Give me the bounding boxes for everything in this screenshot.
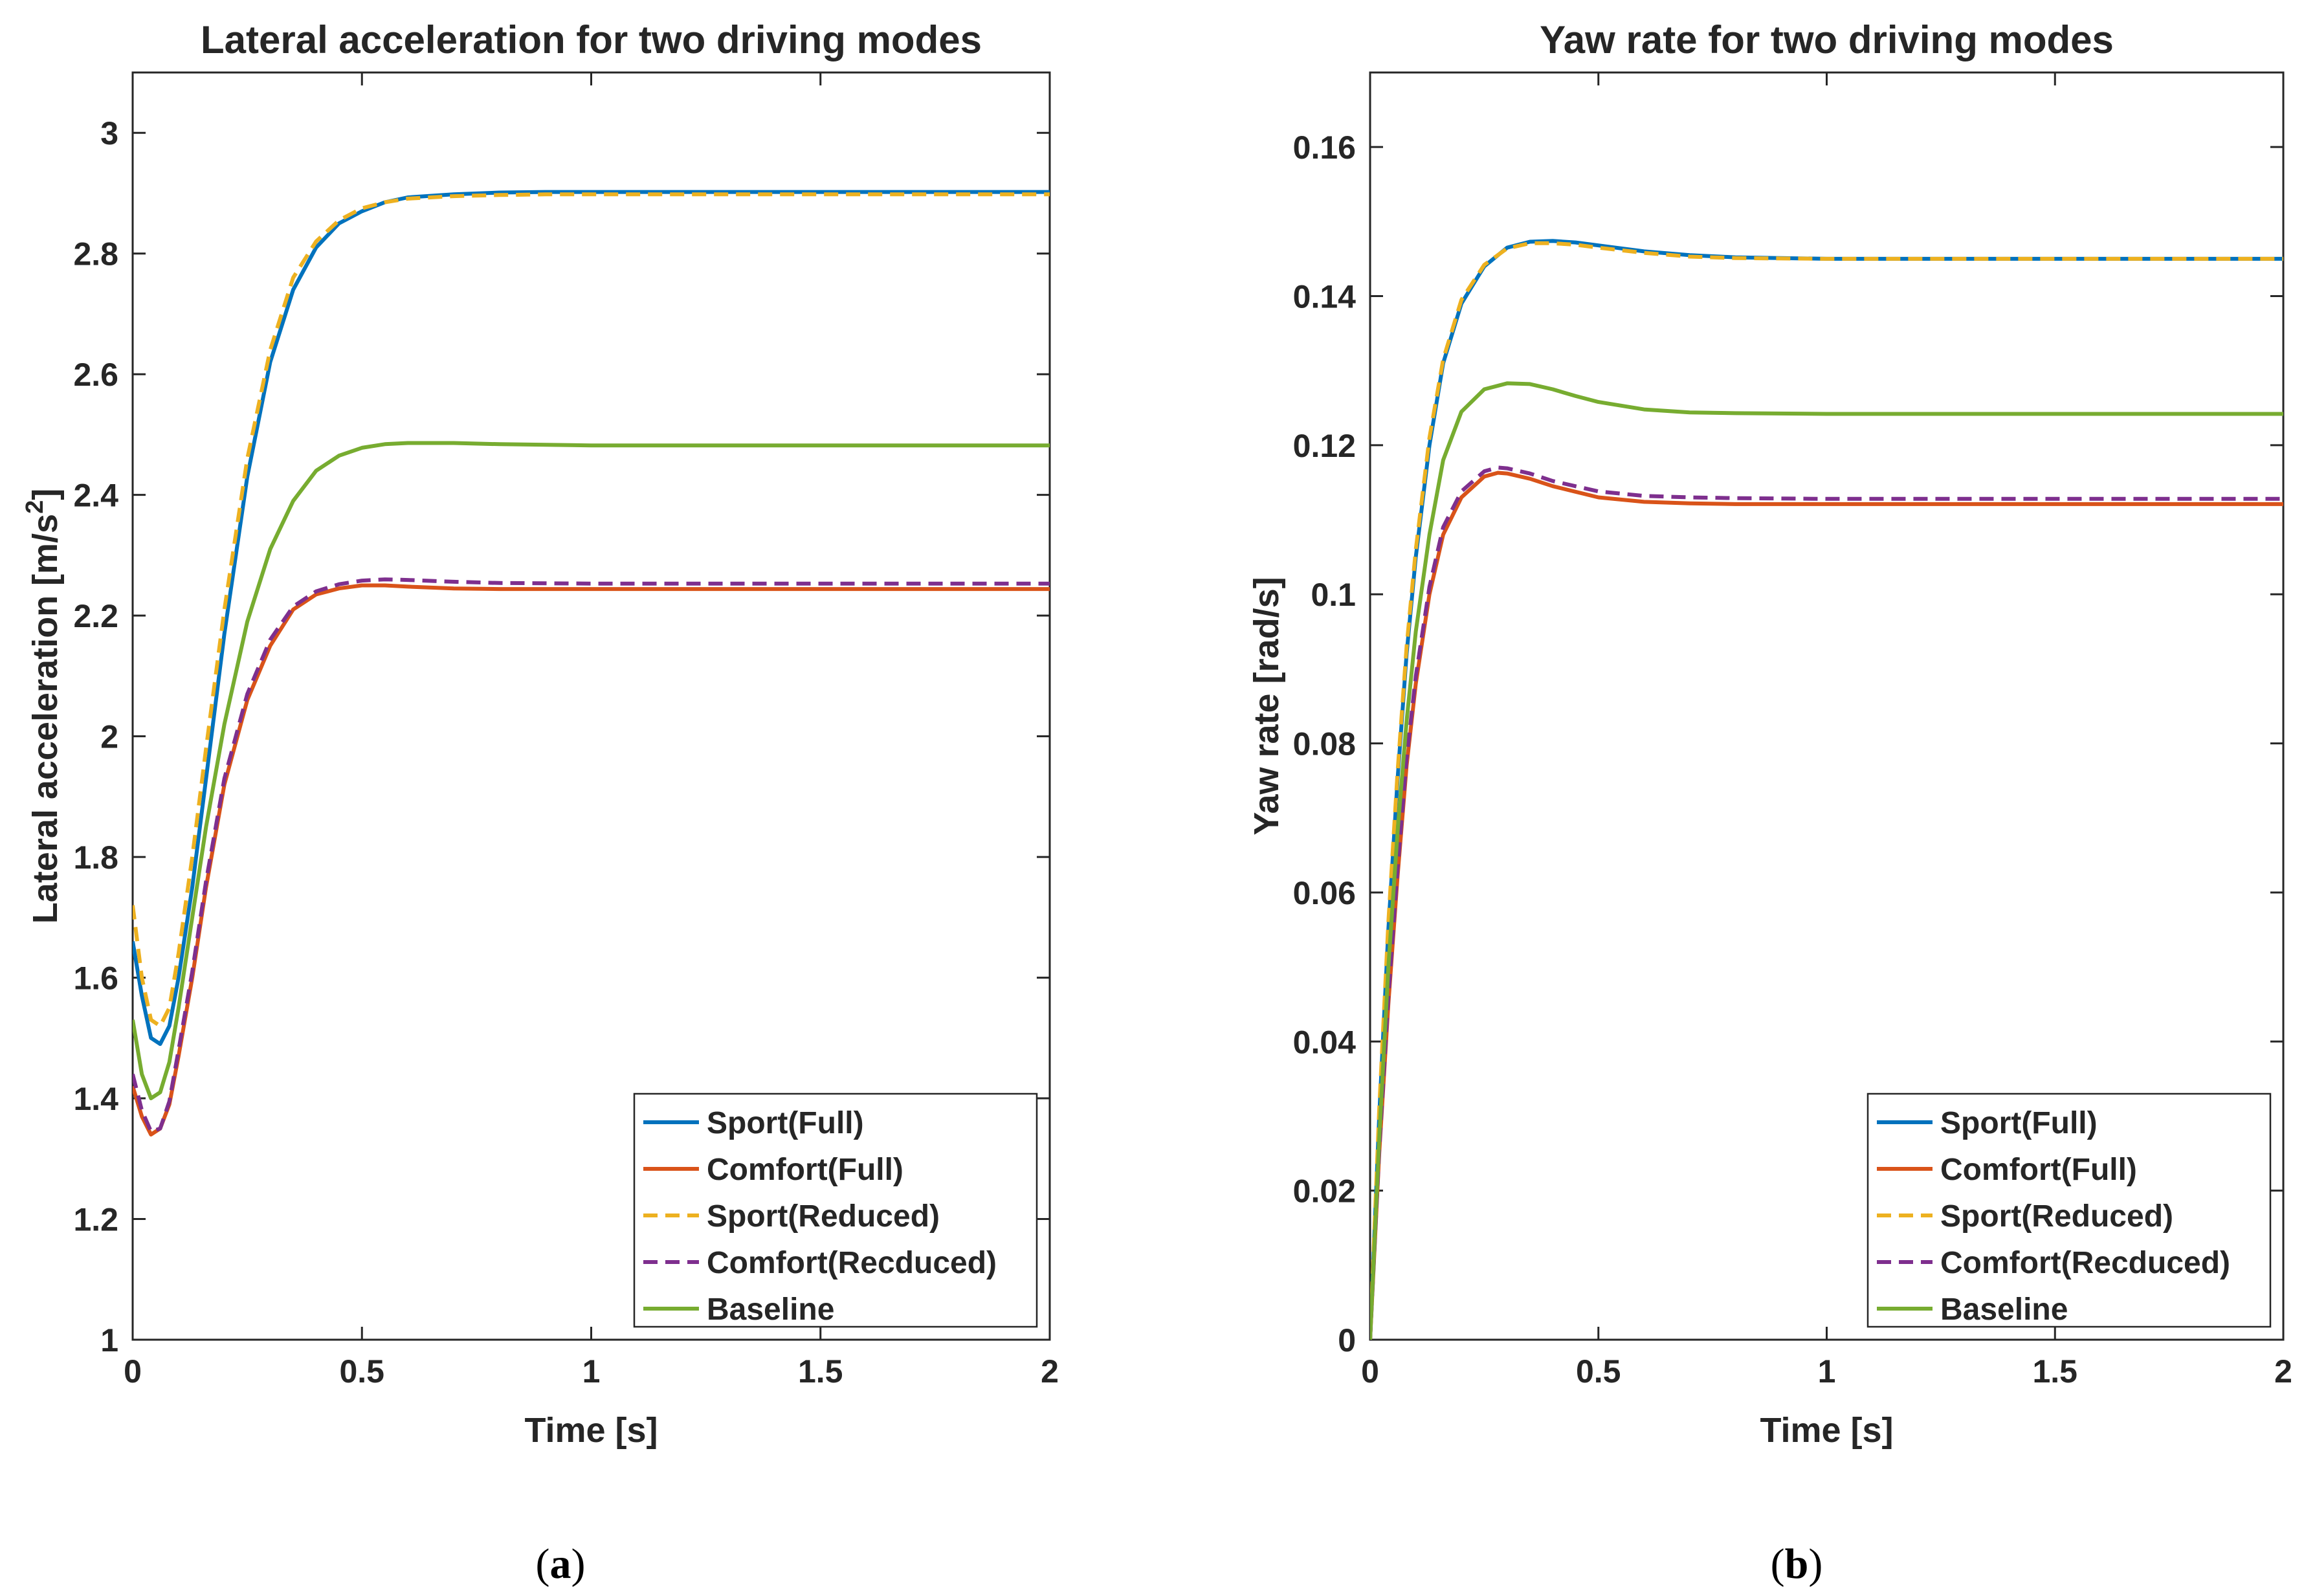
figure-caption: (a) — [536, 1540, 586, 1588]
chart-title: Lateral acceleration for two driving mod… — [201, 18, 982, 61]
chart-lateral-acceleration: 0 0.5 1 1.5 2 1 1.2 1.4 1.6 1.8 2 2.2 2.4 2.6 2.8 3 Late… — [21, 18, 1059, 1588]
y-tick-label: 0.16 — [1293, 129, 1356, 166]
legend-label: Sport(Full) — [707, 1106, 864, 1140]
y-tick-label: 0.14 — [1293, 279, 1357, 315]
y-tick-label: 0.06 — [1293, 875, 1356, 911]
y-tick-label: 0.02 — [1293, 1173, 1356, 1210]
legend-label: Comfort(Recduced) — [707, 1246, 997, 1280]
y-tick-label: 2 — [100, 719, 118, 755]
caption-close: ) — [1808, 1540, 1822, 1588]
y-axis-label-superscript: 2 — [21, 500, 49, 514]
y-axis-label-main: Lateral acceleration [m/s — [26, 514, 65, 924]
x-tick-label: 0 — [124, 1353, 142, 1390]
y-tick-label: 0.12 — [1293, 428, 1356, 464]
series-line-comfort-recduced — [1370, 465, 2283, 1340]
y-tick-label: 1.4 — [73, 1081, 118, 1117]
y-tick-label: 2.8 — [73, 236, 118, 272]
series-line-sport-reduced — [133, 192, 1050, 1028]
y-tick-label: 3 — [100, 115, 118, 151]
chart-title: Yaw rate for two driving modes — [1540, 18, 2114, 61]
series-line-baseline — [133, 441, 1050, 1100]
y-axis-label-end: ] — [26, 489, 65, 500]
y-tick-label: 1.8 — [73, 839, 118, 876]
caption-letter: a — [550, 1540, 571, 1588]
legend-label: Sport(Reduced) — [1940, 1199, 2173, 1234]
y-tick-label: 1.6 — [73, 960, 118, 997]
legend: Sport(Full) Comfort(Full) Sport(Reduced) Co… — [633, 1092, 1038, 1328]
x-tick-label: 1.5 — [798, 1353, 843, 1390]
legend-label: Sport(Reduced) — [707, 1199, 940, 1234]
x-tick-label: 2 — [1041, 1353, 1059, 1390]
x-axis-label: Time [s] — [524, 1411, 658, 1450]
legend-label: Sport(Full) — [1940, 1106, 2098, 1140]
legend-label: Comfort(Full) — [1940, 1153, 2137, 1187]
x-tick-label: 2 — [2274, 1353, 2292, 1390]
legend-label: Baseline — [707, 1292, 834, 1327]
y-tick-label: 1.2 — [73, 1202, 118, 1238]
legend-label: Comfort(Recduced) — [1940, 1246, 2230, 1280]
x-tick-label: 1.5 — [2032, 1353, 2077, 1390]
x-tick-label: 1 — [582, 1353, 601, 1390]
y-tick-label: 0.08 — [1293, 726, 1356, 762]
y-tick-label: 1 — [100, 1322, 118, 1358]
legend-box — [1866, 1092, 2272, 1328]
chart-yaw-rate: 0 0.5 1 1.5 2 0 0.02 0.04 0.06 0.08 0.1 0.12 0.14 0.1… — [1247, 18, 2292, 1588]
series-line-baseline — [1370, 381, 2283, 1340]
caption-letter: b — [1785, 1540, 1809, 1588]
series-lines — [133, 190, 1050, 1136]
y-tick-label: 0.1 — [1311, 577, 1356, 613]
series-line-sport-full — [133, 190, 1050, 1047]
series-line-comfort-full — [133, 583, 1050, 1136]
x-tick-label: 0.5 — [1576, 1353, 1621, 1390]
y-axis-label-main: Yaw rate [rad/s] — [1247, 577, 1286, 835]
series-lines — [1370, 239, 2283, 1340]
x-tick-label: 0 — [1361, 1353, 1379, 1390]
series-line-comfort-recduced — [133, 577, 1050, 1134]
y-axis-label: Yaw rate [rad/s] — [1247, 577, 1286, 835]
legend-label: Baseline — [1940, 1292, 2068, 1327]
legend-label: Comfort(Full) — [707, 1153, 903, 1187]
y-tick-label: 0.04 — [1293, 1024, 1357, 1060]
x-tick-label: 1 — [1818, 1353, 1836, 1390]
legend: Sport(Full) Comfort(Full) Sport(Reduced) Co… — [1866, 1092, 2272, 1328]
x-tick-label: 0.5 — [339, 1353, 384, 1390]
y-tick-label: 2.4 — [73, 478, 118, 514]
series-line-sport-reduced — [1370, 241, 2283, 1340]
y-axis-label: Lateral acceleration [m/s2] — [21, 489, 65, 924]
y-tick-label: 2.6 — [73, 357, 118, 393]
x-axis-label: Time [s] — [1760, 1411, 1893, 1450]
legend-box — [633, 1092, 1038, 1328]
caption-open: ( — [536, 1540, 550, 1588]
figure-caption: (b) — [1771, 1540, 1823, 1588]
y-tick-label: 2.2 — [73, 598, 118, 634]
series-line-comfort-full — [1370, 471, 2283, 1340]
caption-close: ) — [571, 1540, 586, 1588]
caption-open: ( — [1771, 1540, 1785, 1588]
y-tick-label: 0 — [1338, 1322, 1356, 1358]
